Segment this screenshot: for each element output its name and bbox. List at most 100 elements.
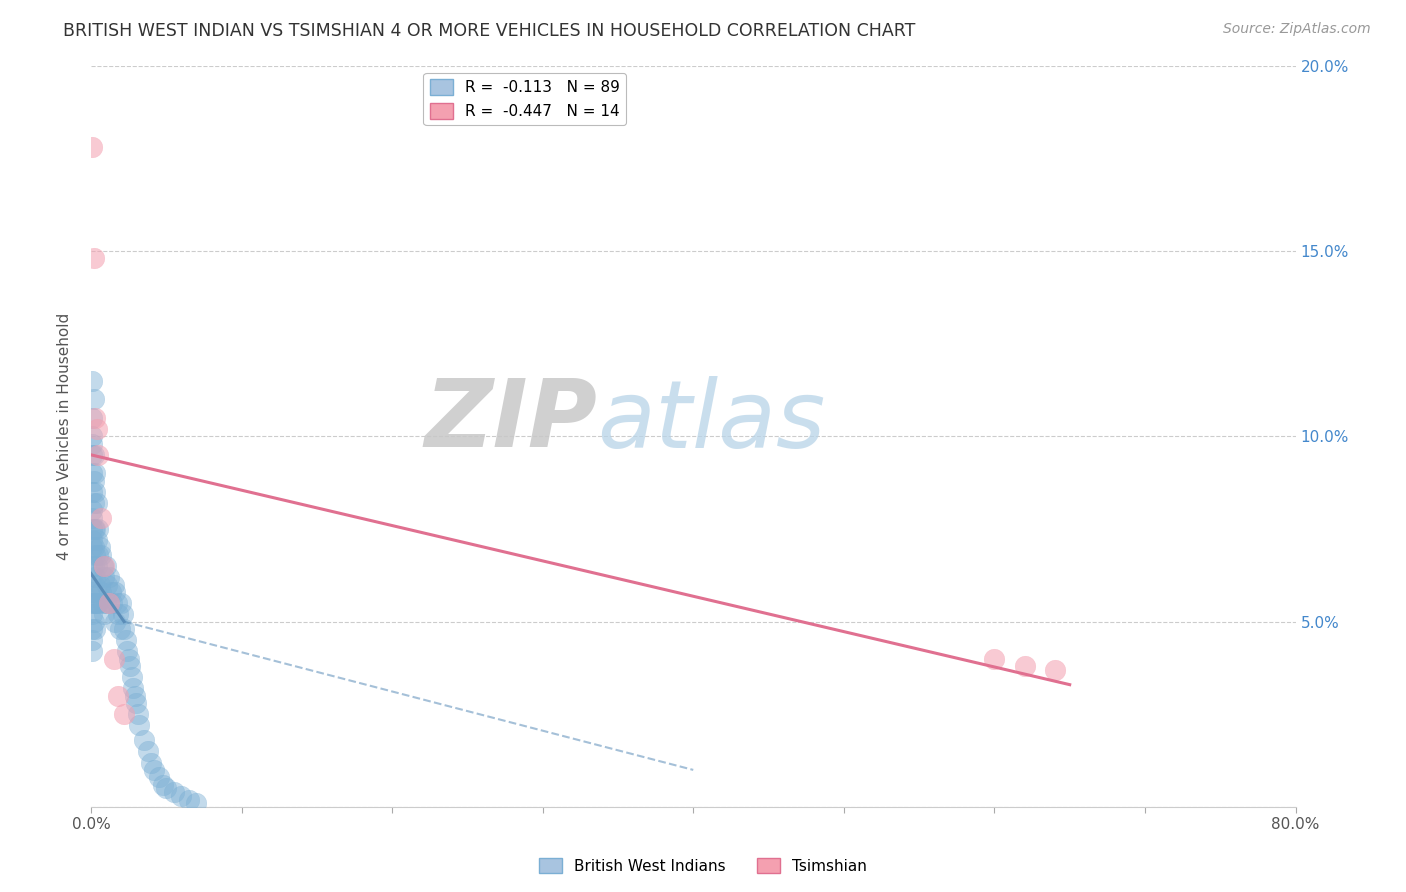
Point	[83, 522, 105, 536]
Point	[84, 596, 107, 610]
Point	[82, 607, 104, 622]
Point	[98, 596, 121, 610]
Point	[104, 615, 127, 629]
Point	[96, 577, 118, 591]
Point	[121, 670, 143, 684]
Point	[83, 496, 105, 510]
Point	[98, 596, 121, 610]
Point	[82, 522, 104, 536]
Text: atlas: atlas	[598, 376, 825, 467]
Text: Source: ZipAtlas.com: Source: ZipAtlas.com	[1223, 22, 1371, 37]
Point	[82, 448, 104, 462]
Point	[82, 410, 104, 425]
Point	[82, 467, 104, 481]
Point	[107, 607, 129, 622]
Point	[82, 585, 104, 599]
Point	[91, 596, 114, 610]
Point	[110, 596, 132, 610]
Point	[82, 436, 104, 450]
Point	[103, 651, 125, 665]
Point	[94, 596, 117, 610]
Point	[82, 374, 104, 388]
Point	[148, 770, 170, 784]
Point	[103, 577, 125, 591]
Point	[132, 733, 155, 747]
Point	[82, 644, 104, 658]
Point	[84, 522, 107, 536]
Point	[1043, 663, 1066, 677]
Point	[83, 252, 105, 266]
Y-axis label: 4 or more Vehicles in Household: 4 or more Vehicles in Household	[58, 313, 72, 560]
Point	[94, 559, 117, 574]
Point	[117, 651, 139, 665]
Point	[84, 467, 107, 481]
Point	[83, 541, 105, 555]
Point	[86, 559, 108, 574]
Point	[84, 410, 107, 425]
Point	[83, 615, 105, 629]
Point	[112, 622, 135, 636]
Point	[87, 596, 110, 610]
Point	[170, 789, 193, 803]
Point	[84, 622, 107, 636]
Legend: British West Indians, Tsimshian: British West Indians, Tsimshian	[533, 852, 873, 880]
Point	[163, 785, 186, 799]
Point	[82, 484, 104, 499]
Point	[83, 392, 105, 407]
Point	[82, 596, 104, 610]
Point	[82, 622, 104, 636]
Text: ZIP: ZIP	[425, 376, 598, 467]
Point	[104, 585, 127, 599]
Text: BRITISH WEST INDIAN VS TSIMSHIAN 4 OR MORE VEHICLES IN HOUSEHOLD CORRELATION CHA: BRITISH WEST INDIAN VS TSIMSHIAN 4 OR MO…	[63, 22, 915, 40]
Point	[98, 570, 121, 584]
Point	[87, 522, 110, 536]
Point	[84, 484, 107, 499]
Point	[114, 633, 136, 648]
Point	[93, 607, 115, 622]
Point	[82, 577, 104, 591]
Point	[83, 577, 105, 591]
Point	[107, 689, 129, 703]
Point	[84, 548, 107, 562]
Point	[155, 781, 177, 796]
Point	[87, 448, 110, 462]
Point	[136, 744, 159, 758]
Point	[141, 756, 163, 770]
Point	[111, 607, 134, 622]
Point	[91, 559, 114, 574]
Point	[89, 577, 111, 591]
Point	[115, 644, 138, 658]
Point	[122, 681, 145, 696]
Point	[86, 422, 108, 436]
Point	[93, 570, 115, 584]
Point	[101, 596, 124, 610]
Point	[89, 541, 111, 555]
Point	[186, 797, 208, 811]
Point	[82, 429, 104, 443]
Point	[105, 596, 128, 610]
Point	[127, 707, 149, 722]
Point	[152, 778, 174, 792]
Legend: R =  -0.113   N = 89, R =  -0.447   N = 14: R = -0.113 N = 89, R = -0.447 N = 14	[423, 73, 626, 125]
Point	[83, 596, 105, 610]
Point	[983, 651, 1005, 665]
Point	[177, 792, 200, 806]
Point	[93, 559, 115, 574]
Point	[82, 633, 104, 648]
Point	[83, 474, 105, 488]
Point	[82, 511, 104, 525]
Point	[125, 696, 148, 710]
Point	[143, 763, 166, 777]
Point	[90, 511, 112, 525]
Point	[128, 718, 150, 732]
Point	[84, 570, 107, 584]
Point	[86, 533, 108, 547]
Point	[1014, 659, 1036, 673]
Point	[90, 585, 112, 599]
Point	[82, 533, 104, 547]
Point	[82, 503, 104, 517]
Point	[112, 707, 135, 722]
Point	[124, 689, 146, 703]
Point	[82, 541, 104, 555]
Point	[90, 548, 112, 562]
